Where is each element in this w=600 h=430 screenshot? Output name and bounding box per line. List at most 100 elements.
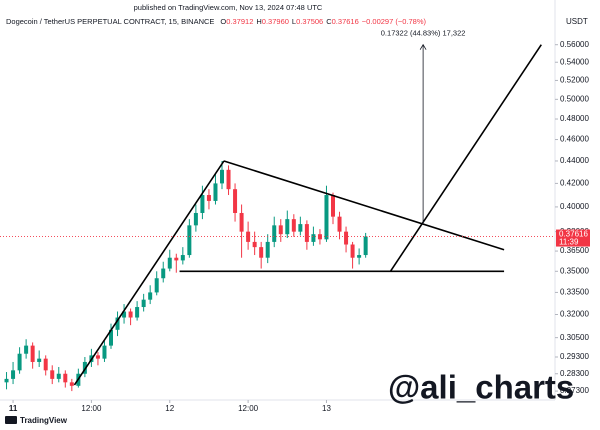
candle-body — [122, 311, 127, 318]
candle-body — [167, 257, 172, 269]
countdown: 11:39 — [559, 238, 579, 247]
candle-body — [298, 224, 303, 232]
trend-line — [389, 44, 542, 272]
candle-body — [69, 382, 74, 386]
y-tick-label: 0.27300 — [560, 386, 589, 395]
candle-body — [128, 311, 133, 318]
candle-body — [141, 299, 146, 308]
candle-body — [63, 373, 68, 383]
candle-body — [317, 234, 322, 240]
candle-body — [252, 241, 257, 248]
published-note: published on TradingView.com, Nov 13, 20… — [134, 3, 323, 12]
candle-body — [193, 212, 198, 226]
watermark: @ali_charts — [388, 369, 574, 406]
y-tick-label: 0.56000 — [560, 40, 589, 49]
x-tick-label: 12:00 — [81, 404, 102, 413]
candle-body — [24, 345, 29, 354]
plot — [0, 43, 555, 392]
candle-body — [304, 224, 309, 242]
last-price-label: 0.37616 — [559, 230, 588, 239]
ohlc-value: 0.37912 — [226, 17, 253, 26]
x-tick-label: 13 — [322, 404, 331, 413]
candle-body — [350, 244, 355, 258]
candle-body — [259, 247, 264, 258]
ohlc-value: 0.37960 — [262, 17, 289, 26]
y-tick-label: 0.28300 — [560, 369, 589, 378]
candle-body — [30, 345, 35, 362]
candle-body — [56, 373, 61, 379]
y-tick-label: 0.32000 — [560, 310, 589, 319]
ohlc-label: C — [326, 17, 332, 26]
y-tick-label: 0.48000 — [560, 114, 589, 123]
ohlc-value: 0.37506 — [296, 17, 323, 26]
candle-body — [180, 255, 185, 261]
measure-label: 0.17322 (44.83%) 17,322 — [381, 29, 466, 38]
candle-body — [239, 212, 244, 232]
candle-body — [220, 169, 224, 184]
ohlc-label: L — [292, 17, 296, 26]
logo: TradingView — [20, 416, 68, 425]
candle-body — [272, 225, 277, 242]
candle-body — [154, 278, 159, 293]
candle-body — [115, 317, 120, 330]
candle-body — [324, 195, 329, 240]
y-tick-label: 0.46000 — [560, 135, 589, 144]
candle-body — [291, 219, 296, 232]
last-price-box — [556, 229, 590, 247]
x-tick-label: 12:00 — [238, 404, 259, 413]
logo-icon — [5, 416, 17, 424]
candle-body — [161, 268, 166, 279]
candle-body — [50, 370, 55, 379]
candle-body — [363, 236, 368, 256]
y-tick-label: 0.40000 — [560, 202, 589, 211]
y-tick-label: 0.54000 — [560, 57, 589, 66]
candle-body — [226, 169, 231, 190]
symbol-line: Dogecoin / TetherUS PERPETUAL CONTRACT, … — [6, 17, 426, 26]
candle-body — [344, 231, 349, 245]
candle-body — [102, 345, 107, 359]
y-tick-label: 0.36500 — [560, 246, 589, 255]
symbol: Dogecoin / TetherUS PERPETUAL CONTRACT, … — [6, 17, 214, 26]
candle-body — [265, 241, 270, 258]
candle-body — [109, 329, 113, 346]
trend-line — [223, 160, 505, 251]
candle-body — [311, 234, 316, 242]
candle-body — [213, 183, 218, 201]
candle-body — [285, 219, 290, 235]
y-tick-label: 0.35000 — [560, 266, 589, 275]
candle-body — [337, 216, 342, 232]
arrow-head — [419, 43, 427, 50]
candle-body — [206, 195, 211, 201]
trend-line — [73, 160, 225, 386]
candle-body — [174, 257, 179, 261]
y-tick-label: 0.44000 — [560, 156, 589, 165]
candle-body — [148, 292, 153, 300]
candle-body — [200, 195, 205, 213]
candle-body — [233, 189, 238, 213]
y-tick-label: 0.29300 — [560, 352, 589, 361]
candle-body — [331, 195, 335, 217]
candle-body — [11, 370, 16, 379]
candle-body — [246, 231, 251, 242]
x-tick-label: 11 — [9, 404, 18, 413]
x-tick-label: 12 — [165, 404, 174, 413]
y-tick-label: 0.42000 — [560, 179, 589, 188]
candle-body — [135, 307, 140, 318]
candle-body — [187, 225, 192, 256]
candle-body — [43, 358, 48, 371]
y-tick-label: 0.30500 — [560, 333, 589, 342]
candle-body — [17, 353, 22, 371]
candle-body — [82, 361, 87, 374]
candle-body — [37, 358, 42, 362]
candle-body — [278, 225, 283, 235]
y-tick-label: 0.52000 — [560, 76, 589, 85]
candle-body — [95, 355, 100, 359]
ohlc-label: O — [220, 17, 226, 26]
change: −0.00297 (−0.78%) — [362, 17, 427, 26]
candle-body — [4, 378, 9, 383]
y-tick-label: 0.50000 — [560, 94, 589, 103]
currency: USDT — [566, 17, 588, 26]
ohlc-value: 0.37616 — [332, 17, 359, 26]
